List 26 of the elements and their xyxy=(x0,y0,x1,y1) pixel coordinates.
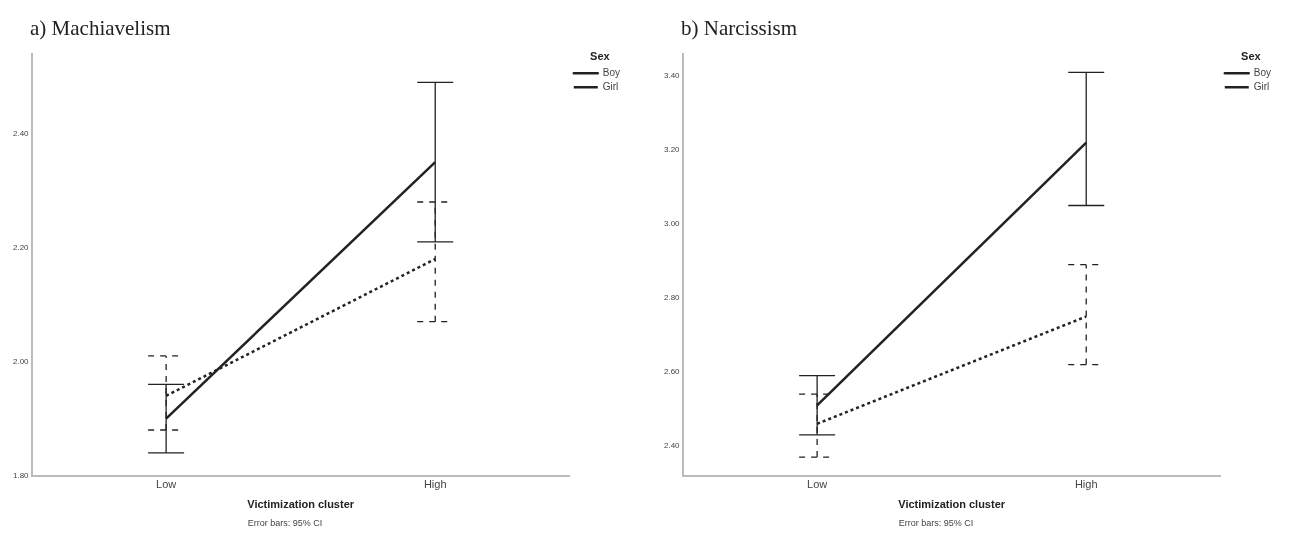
legend-label: Boy xyxy=(602,66,620,78)
text: Error bars: 95% CI xyxy=(897,518,975,528)
x-tick-label: High xyxy=(1074,478,1098,491)
y-tick-label: 3.40 xyxy=(663,71,681,81)
y-tick-label: 2.80 xyxy=(663,293,681,303)
text: Error bars: 95% CI xyxy=(246,518,324,528)
y-tick-label: 2.40 xyxy=(12,128,30,138)
legend-title: Sex xyxy=(1241,49,1262,62)
chart-title: b) Narcissism xyxy=(681,16,799,42)
x-tick-label: Low xyxy=(807,478,828,491)
y-tick-label: 3.00 xyxy=(663,219,681,229)
x-axis-title: Victimization cluster xyxy=(247,498,355,511)
y-tick-label: 3.20 xyxy=(663,145,681,155)
legend-title: Sex xyxy=(590,49,611,62)
y-tick-label: 2.60 xyxy=(663,367,681,377)
x-axis-title: Victimization cluster xyxy=(898,498,1006,511)
legend-label: Girl xyxy=(1253,80,1270,92)
legend-label: Girl xyxy=(602,80,619,92)
legend-label: Boy xyxy=(1253,66,1271,78)
y-tick-label: 2.20 xyxy=(12,242,30,252)
x-tick-label: High xyxy=(423,478,447,491)
y-tick-label: 1.80 xyxy=(12,470,30,480)
chart-title: a) Machiavelism xyxy=(30,16,172,42)
y-tick-label: 2.00 xyxy=(12,356,30,366)
y-tick-label: 2.40 xyxy=(663,441,681,451)
x-tick-label: Low xyxy=(156,478,177,491)
